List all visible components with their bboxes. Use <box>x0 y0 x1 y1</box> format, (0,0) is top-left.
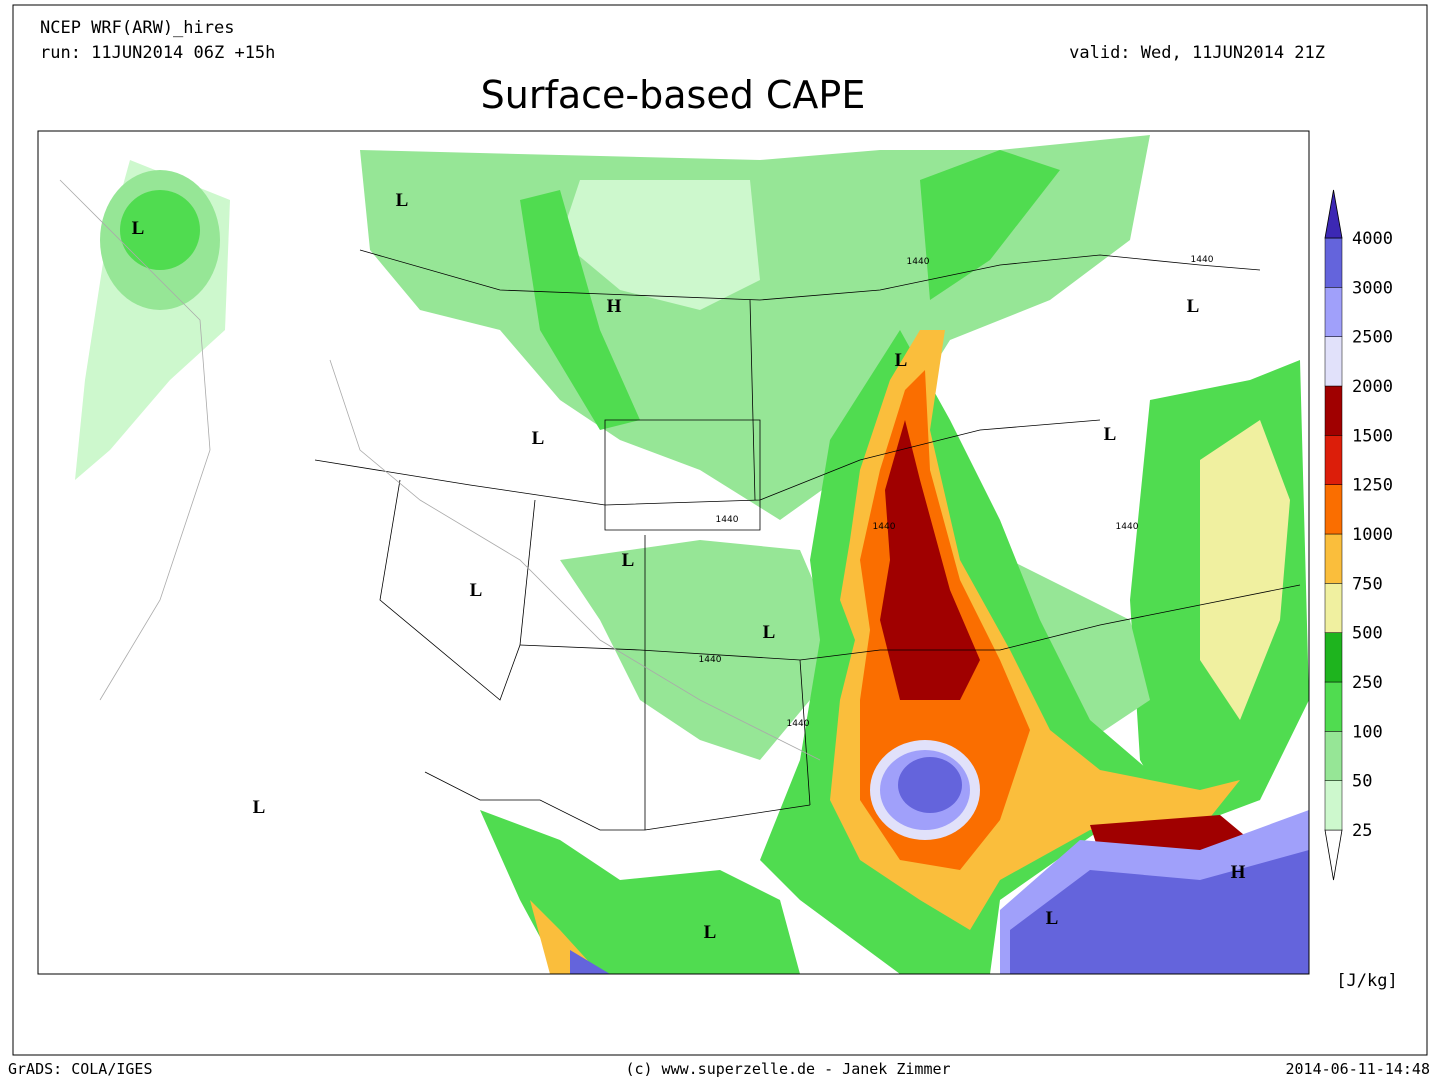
boundary <box>424 771 811 831</box>
contour-label: 1440 <box>907 257 930 267</box>
pressure-center: L <box>253 797 266 818</box>
pressure-center: L <box>470 580 483 601</box>
pressure-center: L <box>895 350 908 371</box>
map-frame <box>37 130 1310 975</box>
contour-labels: 1440 1440 1440 1440 1440 1440 1440 <box>699 255 1214 729</box>
pressure-center: L <box>1104 424 1117 445</box>
pressure-center: L <box>132 218 145 239</box>
map-title: Surface-based CAPE <box>481 73 866 117</box>
colorbar-label: 1250 <box>1352 476 1393 496</box>
colorbar-label: 750 <box>1352 574 1383 594</box>
colorbar-label: 2500 <box>1352 328 1393 348</box>
colorbar-segment <box>1324 237 1343 288</box>
colorbar-label: 4000 <box>1352 229 1393 249</box>
model-label: NCEP WRF(ARW)_hires <box>40 18 234 38</box>
field-area <box>570 950 610 974</box>
colorbar-label: 250 <box>1352 673 1383 693</box>
boundary <box>519 584 1301 661</box>
boundary <box>644 299 811 830</box>
field-area <box>480 810 800 974</box>
footer-right: 2014-06-11-14:48 <box>1286 1060 1431 1078</box>
field-area <box>530 900 600 974</box>
colorbar-segment <box>1324 731 1343 781</box>
valid-label: valid: Wed, 11JUN2014 21Z <box>1069 43 1325 63</box>
pressure-center: L <box>1187 296 1200 317</box>
page-frame <box>12 4 1428 1056</box>
cape-field <box>59 135 1309 974</box>
field-area <box>520 190 640 430</box>
colorbar-label: 100 <box>1352 722 1383 742</box>
field-area <box>898 757 962 813</box>
colorbar-label: 25 <box>1352 821 1372 841</box>
field-area <box>920 150 1060 300</box>
colorbar-segment <box>1324 632 1343 683</box>
pressure-center: H <box>1231 862 1246 883</box>
field-area <box>880 420 980 700</box>
colorbar-label: 500 <box>1352 624 1383 644</box>
colorbar-segment <box>1324 385 1343 436</box>
field-area <box>560 540 830 760</box>
terrain-contour <box>59 179 821 761</box>
field-area <box>1010 850 1309 974</box>
field-area <box>560 180 760 310</box>
pressure-centers: L L H L L L L L L L L L L H H <box>132 190 1246 943</box>
boundary <box>379 479 536 701</box>
contour-label: 1440 <box>1191 255 1214 265</box>
run-label: run: 11JUN2014 06Z +15h <box>40 43 275 63</box>
contour-label: 1440 <box>699 655 722 665</box>
colorbar-segment <box>1324 435 1343 485</box>
colorbar-segment <box>1324 681 1343 732</box>
colorbar-triangle <box>1324 189 1343 239</box>
colorbar-label: 2000 <box>1352 377 1393 397</box>
contour-label: 1440 <box>716 515 739 525</box>
colorbar-label: 3000 <box>1352 278 1393 298</box>
contour-label: 1440 <box>1116 522 1139 532</box>
field-area <box>120 190 200 270</box>
colorbar-segment <box>1324 484 1343 535</box>
pressure-center: L <box>532 428 545 449</box>
field-area <box>1200 420 1290 720</box>
pressure-center: L <box>1046 908 1059 929</box>
footer-left: GrADS: COLA/IGES <box>8 1060 153 1078</box>
colorbar-segment <box>1324 336 1343 387</box>
pressure-center: H <box>607 296 622 317</box>
pressure-center: L <box>763 622 776 643</box>
colorbar-label: 1500 <box>1352 426 1393 446</box>
colorbar-label: 1000 <box>1352 525 1393 545</box>
pressure-center: L <box>396 190 409 211</box>
footer-center: (c) www.superzelle.de - Janek Zimmer <box>625 1060 950 1078</box>
boundary <box>359 249 1261 301</box>
colorbar-segment <box>1324 287 1343 337</box>
colorbar-unit: [J/kg] <box>1336 971 1397 991</box>
colorbar: 25 50 100 250 500 750 1000 1250 1500 2000 2500 3000… <box>1324 189 1393 881</box>
colorbar-segment <box>1324 780 1343 831</box>
colorbar-triangle <box>1324 829 1343 881</box>
pressure-center: L <box>622 550 635 571</box>
pressure-center: L <box>704 922 717 943</box>
colorbar-segment <box>1324 533 1343 584</box>
boundary <box>604 419 761 531</box>
contour-label: 1440 <box>873 522 896 532</box>
colorbar-label: 50 <box>1352 772 1372 792</box>
colorbar-segment <box>1324 583 1343 633</box>
contour-label: 1440 <box>787 719 810 729</box>
